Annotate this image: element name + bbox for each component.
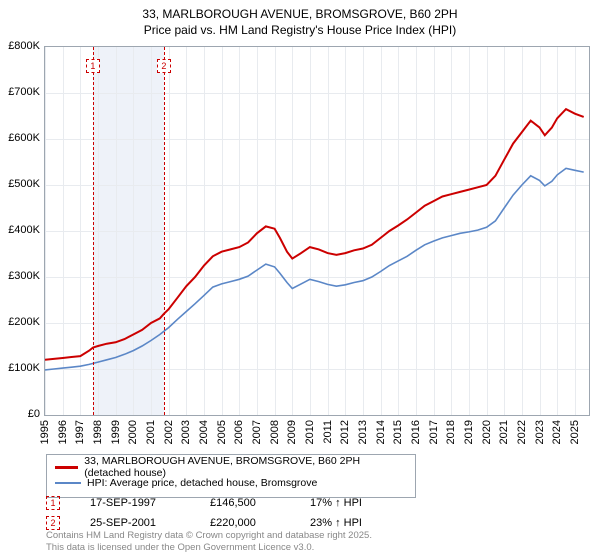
sale-date: 17-SEP-1997 (90, 497, 210, 509)
ytick-label: £700K (8, 86, 40, 98)
xtick-label: 1995 (39, 420, 51, 444)
footer-line-2: This data is licensed under the Open Gov… (46, 542, 314, 553)
legend-label: HPI: Average price, detached house, Brom… (87, 477, 317, 489)
ytick-label: £800K (8, 40, 40, 52)
chart-title: 33, MARLBOROUGH AVENUE, BROMSGROVE, B60 … (0, 0, 600, 38)
legend-swatch (55, 466, 78, 469)
xtick-label: 2005 (216, 420, 228, 444)
xtick-label: 2019 (463, 420, 475, 444)
xtick-label: 1999 (110, 420, 122, 444)
footer-line-1: Contains HM Land Registry data © Crown c… (46, 530, 372, 541)
xtick-label: 2002 (163, 420, 175, 444)
xtick-label: 2025 (569, 420, 581, 444)
xtick-label: 1997 (74, 420, 86, 444)
ytick-label: £0 (28, 408, 40, 420)
xtick-label: 2014 (375, 420, 387, 444)
ytick-label: £200K (8, 316, 40, 328)
sale-marker-icon: 1 (46, 496, 60, 510)
xtick-label: 1996 (57, 420, 69, 444)
xtick-label: 2003 (180, 420, 192, 444)
sale-vs-hpi: 23% ↑ HPI (310, 517, 362, 529)
sale-row: 2 25-SEP-2001 £220,000 23% ↑ HPI (46, 516, 362, 530)
sale-chart-marker: 1 (86, 59, 100, 73)
series-line (45, 109, 584, 360)
ytick-label: £500K (8, 178, 40, 190)
xtick-label: 2007 (251, 420, 263, 444)
xtick-label: 2004 (198, 420, 210, 444)
xtick-label: 2012 (339, 420, 351, 444)
xtick-label: 2001 (145, 420, 157, 444)
xtick-label: 2023 (534, 420, 546, 444)
sale-price: £146,500 (210, 497, 310, 509)
plot-area: 12 (44, 46, 590, 416)
xtick-label: 2008 (269, 420, 281, 444)
xtick-label: 1998 (92, 420, 104, 444)
ytick-label: £600K (8, 132, 40, 144)
xtick-label: 2000 (127, 420, 139, 444)
sale-vline (93, 47, 94, 415)
ytick-label: £100K (8, 362, 40, 374)
xtick-label: 2016 (410, 420, 422, 444)
title-line-1: 33, MARLBOROUGH AVENUE, BROMSGROVE, B60 … (142, 7, 457, 21)
legend-item: 33, MARLBOROUGH AVENUE, BROMSGROVE, B60 … (55, 459, 407, 475)
sale-row: 1 17-SEP-1997 £146,500 17% ↑ HPI (46, 496, 362, 510)
series-line (45, 168, 584, 370)
xtick-label: 2021 (498, 420, 510, 444)
sale-date: 25-SEP-2001 (90, 517, 210, 529)
ytick-label: £300K (8, 270, 40, 282)
xtick-label: 2022 (516, 420, 528, 444)
legend: 33, MARLBOROUGH AVENUE, BROMSGROVE, B60 … (46, 454, 416, 498)
chart-container: 33, MARLBOROUGH AVENUE, BROMSGROVE, B60 … (0, 0, 600, 560)
sale-vs-hpi: 17% ↑ HPI (310, 497, 362, 509)
xtick-label: 2015 (392, 420, 404, 444)
attribution: Contains HM Land Registry data © Crown c… (46, 530, 372, 554)
xtick-label: 2018 (445, 420, 457, 444)
legend-swatch (55, 482, 81, 484)
xtick-label: 2013 (357, 420, 369, 444)
xtick-label: 2020 (481, 420, 493, 444)
legend-label: 33, MARLBOROUGH AVENUE, BROMSGROVE, B60 … (84, 455, 407, 479)
sale-marker-icon: 2 (46, 516, 60, 530)
sale-vline (164, 47, 165, 415)
title-line-2: Price paid vs. HM Land Registry's House … (144, 23, 456, 37)
ytick-label: £400K (8, 224, 40, 236)
sale-price: £220,000 (210, 517, 310, 529)
line-svg (45, 47, 589, 415)
sale-chart-marker: 2 (157, 59, 171, 73)
xtick-label: 2006 (233, 420, 245, 444)
xtick-label: 2010 (304, 420, 316, 444)
xtick-label: 2011 (322, 420, 334, 444)
xtick-label: 2009 (286, 420, 298, 444)
xtick-label: 2017 (428, 420, 440, 444)
xtick-label: 2024 (551, 420, 563, 444)
